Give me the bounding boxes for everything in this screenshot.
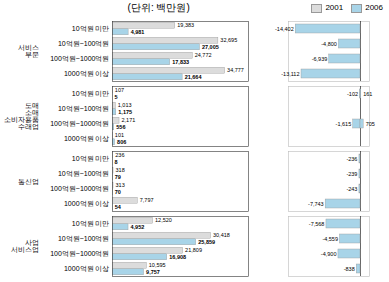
svg-text:1000억원 이상: 1000억원 이상 bbox=[64, 265, 110, 273]
svg-text:10억원~100억원: 10억원~100억원 bbox=[58, 170, 110, 178]
svg-text:사업서비스업: 사업서비스업 bbox=[11, 239, 39, 254]
svg-text:10억원 미만: 10억원 미만 bbox=[72, 90, 110, 98]
svg-text:-6,939: -6,939 bbox=[312, 56, 328, 62]
svg-text:10억원~100억원: 10억원~100억원 bbox=[58, 235, 110, 243]
svg-text:8: 8 bbox=[115, 159, 118, 165]
svg-text:161: 161 bbox=[363, 91, 372, 97]
svg-text:10억원 미만: 10억원 미만 bbox=[72, 25, 110, 33]
svg-text:-236: -236 bbox=[346, 156, 357, 162]
svg-text:-243: -243 bbox=[346, 186, 357, 192]
svg-text:7,797: 7,797 bbox=[140, 197, 154, 203]
svg-text:-7,568: -7,568 bbox=[309, 221, 325, 227]
svg-text:2,171: 2,171 bbox=[122, 117, 136, 123]
svg-text:-14,402: -14,402 bbox=[275, 26, 294, 32]
svg-text:30,418: 30,418 bbox=[213, 232, 230, 238]
svg-text:100억원~1000억원: 100억원~1000억원 bbox=[50, 120, 109, 128]
svg-text:313: 313 bbox=[116, 182, 125, 188]
svg-text:1,013: 1,013 bbox=[118, 102, 132, 108]
svg-text:-1,615: -1,615 bbox=[336, 121, 352, 127]
svg-text:9,757: 9,757 bbox=[146, 269, 160, 275]
svg-text:79: 79 bbox=[115, 174, 121, 180]
svg-text:-239: -239 bbox=[346, 171, 357, 177]
svg-text:1000억원 이상: 1000억원 이상 bbox=[64, 135, 110, 143]
svg-text:도매소매소비자용품수래업: 도매소매소비자용품수래업 bbox=[4, 102, 39, 131]
svg-text:12,520: 12,520 bbox=[155, 217, 172, 223]
svg-text:1000억원 이상: 1000억원 이상 bbox=[64, 70, 110, 78]
svg-text:-13,112: -13,112 bbox=[281, 71, 299, 77]
svg-text:101: 101 bbox=[115, 132, 124, 138]
svg-text:4,981: 4,981 bbox=[131, 29, 145, 35]
svg-text:556: 556 bbox=[116, 124, 125, 130]
svg-text:4,952: 4,952 bbox=[131, 224, 145, 230]
svg-text:16,908: 16,908 bbox=[169, 254, 186, 260]
svg-text:10억원~100억원: 10억원~100억원 bbox=[58, 105, 110, 113]
svg-text:100억원~1000억원: 100억원~1000억원 bbox=[50, 185, 109, 193]
svg-text:806: 806 bbox=[117, 139, 126, 145]
svg-text:10,595: 10,595 bbox=[149, 262, 166, 268]
svg-text:서비스부문: 서비스부문 bbox=[18, 44, 39, 58]
html-text:2006: 2006 bbox=[365, 3, 383, 13]
svg-text:24,772: 24,772 bbox=[195, 52, 212, 58]
svg-text:25,859: 25,859 bbox=[198, 239, 215, 245]
svg-text:21,809: 21,809 bbox=[185, 247, 202, 253]
svg-text:27,005: 27,005 bbox=[202, 44, 219, 50]
svg-text:10억원 미만: 10억원 미만 bbox=[72, 155, 110, 163]
svg-text:-102: -102 bbox=[347, 91, 358, 97]
svg-text:10억원~100억원: 10억원~100억원 bbox=[58, 40, 110, 48]
svg-text:-4,559: -4,559 bbox=[322, 236, 338, 242]
svg-text:100억원~1000억원: 100억원~1000억원 bbox=[50, 250, 109, 258]
svg-text:32,695: 32,695 bbox=[220, 37, 237, 43]
svg-text:통신업: 통신업 bbox=[18, 178, 39, 186]
svg-text:1,175: 1,175 bbox=[118, 109, 132, 115]
svg-text:-838: -838 bbox=[344, 266, 355, 272]
svg-text:54: 54 bbox=[115, 204, 122, 210]
svg-text:21,664: 21,664 bbox=[185, 74, 203, 80]
svg-text:236: 236 bbox=[115, 152, 124, 158]
svg-text:1000억원 이상: 1000억원 이상 bbox=[64, 200, 110, 208]
svg-text:10억원 미만: 10억원 미만 bbox=[72, 220, 110, 228]
svg-text:318: 318 bbox=[116, 167, 125, 173]
svg-text:34,777: 34,777 bbox=[227, 67, 244, 73]
svg-text:5: 5 bbox=[115, 94, 118, 100]
svg-text:70: 70 bbox=[115, 189, 121, 195]
html-text:(단위: 백만원): (단위: 백만원) bbox=[127, 2, 190, 13]
svg-text:107: 107 bbox=[115, 87, 124, 93]
html-text:2001: 2001 bbox=[325, 3, 344, 13]
svg-text:-4,800: -4,800 bbox=[321, 41, 337, 47]
svg-text:17,833: 17,833 bbox=[172, 59, 189, 65]
svg-text:19,383: 19,383 bbox=[177, 22, 194, 28]
svg-text:-7,743: -7,743 bbox=[308, 201, 324, 207]
svg-text:-4,900: -4,900 bbox=[321, 251, 337, 257]
svg-text:705: 705 bbox=[366, 121, 375, 127]
svg-text:100억원~1000억원: 100억원~1000억원 bbox=[50, 55, 109, 63]
